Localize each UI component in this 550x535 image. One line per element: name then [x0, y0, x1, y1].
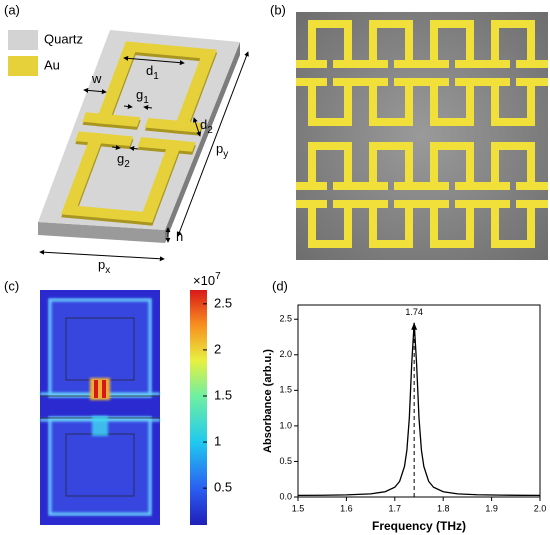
- dimension-label: py: [216, 141, 228, 159]
- y-tick-label: 2.0: [279, 349, 292, 359]
- legend-swatch: [8, 56, 38, 76]
- symbol-base: p: [98, 257, 105, 272]
- legend-label: Quartz: [44, 31, 83, 46]
- y-tick-label: 0.0: [279, 491, 292, 501]
- symbol-base: w: [91, 71, 102, 86]
- absorbance-curve: [297, 322, 541, 497]
- symbol-base: g: [136, 87, 143, 102]
- x-tick-label: 1.9: [485, 503, 498, 513]
- panel-label: (a): [4, 2, 20, 17]
- symbol-base: d: [146, 63, 153, 78]
- colorbar-tick-label: 1: [214, 433, 221, 448]
- y-tick-label: 1.0: [279, 420, 292, 430]
- panel-label: (d): [272, 278, 288, 293]
- symbol-sub: 1: [153, 71, 159, 82]
- dimension-label: d1: [146, 63, 159, 81]
- array-pattern: [296, 12, 548, 260]
- dimension-label: d2: [200, 117, 213, 135]
- symbol-sub: x: [105, 265, 110, 276]
- symbol-base: g: [117, 151, 124, 166]
- dimension-label: g1: [136, 87, 149, 105]
- y-tick-label: 2.5: [279, 314, 292, 324]
- peak-label: 1.74: [405, 307, 423, 317]
- x-tick-label: 1.5: [292, 503, 305, 513]
- colorbar: [190, 290, 207, 525]
- colorbar-tick-label: 2.5: [214, 295, 232, 310]
- multiplier-base: ×10: [193, 273, 215, 288]
- colorbar-tick-label: 0.5: [214, 480, 232, 495]
- colorbar-tick-label: 1.5: [214, 387, 232, 402]
- symbol-base: p: [216, 141, 223, 156]
- panel-label: (c): [4, 278, 19, 293]
- plot-frame: [297, 304, 541, 498]
- legend-label: Au: [44, 57, 60, 72]
- peak-arrow: [411, 322, 418, 330]
- panel-label: (b): [270, 2, 286, 17]
- x-axis-title: Frequency (THz): [372, 519, 466, 533]
- legend-swatch: [8, 30, 38, 50]
- colorbar-tick-label: 2: [214, 341, 221, 356]
- symbol-sub: 2: [124, 159, 130, 170]
- x-tick-label: 2.0: [534, 503, 547, 513]
- dimension-label: px: [98, 257, 110, 275]
- dimension-label: h: [176, 229, 183, 244]
- symbol-base: d: [200, 117, 207, 132]
- x-tick-label: 1.6: [340, 503, 353, 513]
- x-tick-label: 1.8: [437, 503, 450, 513]
- dimension-label: w: [91, 71, 102, 86]
- symbol-sub: y: [223, 149, 228, 160]
- symbol-base: h: [176, 229, 183, 244]
- field-map: [40, 290, 160, 525]
- schematic: [38, 30, 249, 262]
- symbol-sub: 1: [143, 95, 149, 106]
- y-axis-title: Absorbance (arb.u.): [262, 349, 274, 453]
- symbol-sub: 2: [207, 125, 213, 136]
- x-tick-label: 1.7: [389, 503, 402, 513]
- y-tick-label: 0.5: [279, 456, 292, 466]
- dimension-label: g2: [117, 151, 130, 169]
- multiplier-power: 7: [215, 271, 221, 282]
- y-tick-label: 1.5: [279, 385, 292, 395]
- colorbar-multiplier: ×107: [193, 271, 221, 289]
